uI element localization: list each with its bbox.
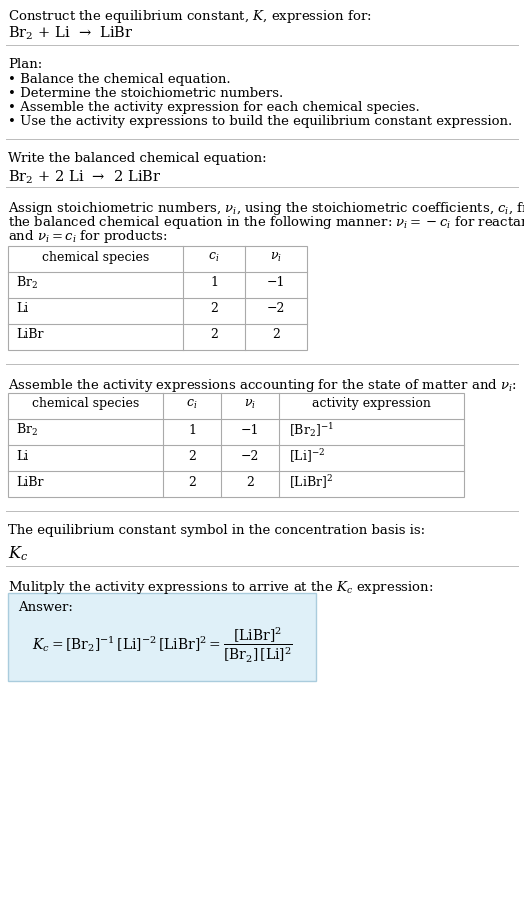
Text: Li: Li [16,450,28,462]
Text: −1: −1 [241,423,259,437]
Text: chemical species: chemical species [32,397,139,411]
Text: −2: −2 [241,450,259,462]
Text: • Assemble the activity expression for each chemical species.: • Assemble the activity expression for e… [8,101,420,114]
Text: 2: 2 [272,328,280,342]
Text: 2: 2 [210,302,218,316]
Text: Br$_2$: Br$_2$ [16,422,38,438]
Text: and $\nu_i = c_i$ for products:: and $\nu_i = c_i$ for products: [8,228,168,245]
Text: 2: 2 [246,476,254,488]
Text: [Br$_2$]$^{-1}$: [Br$_2$]$^{-1}$ [289,421,334,439]
Text: Br$_2$: Br$_2$ [16,275,38,291]
Text: • Determine the stoichiometric numbers.: • Determine the stoichiometric numbers. [8,87,283,100]
Text: 1: 1 [188,423,196,437]
Text: $c_i$: $c_i$ [187,397,198,411]
Text: 2: 2 [188,450,196,462]
Text: −2: −2 [267,302,285,316]
Text: $\nu_i$: $\nu_i$ [244,397,256,411]
Text: Answer:: Answer: [18,601,73,614]
Text: • Balance the chemical equation.: • Balance the chemical equation. [8,73,231,86]
Text: $K_c = [\mathrm{Br_2}]^{-1}\,[\mathrm{Li}]^{-2}\,[\mathrm{LiBr}]^{2} = \dfrac{[\: $K_c = [\mathrm{Br_2}]^{-1}\,[\mathrm{Li… [31,626,292,664]
Text: $\nu_i$: $\nu_i$ [270,251,282,263]
Text: Br$_2$ + 2 Li  →  2 LiBr: Br$_2$ + 2 Li → 2 LiBr [8,169,161,186]
Text: −1: −1 [267,277,285,289]
Text: [Li]$^{-2}$: [Li]$^{-2}$ [289,447,325,465]
Text: $K_c$: $K_c$ [8,544,28,563]
Text: $c_i$: $c_i$ [209,251,220,263]
Bar [8,246,307,350]
Text: Br$_2$ + Li  →  LiBr: Br$_2$ + Li → LiBr [8,25,134,42]
Text: Assemble the activity expressions accounting for the state of matter and $\nu_i$: Assemble the activity expressions accoun… [8,377,517,394]
Text: Write the balanced chemical equation:: Write the balanced chemical equation: [8,152,267,165]
Text: 1: 1 [210,277,218,289]
Text: [LiBr]$^{2}$: [LiBr]$^{2}$ [289,473,333,491]
Text: the balanced chemical equation in the following manner: $\nu_i = -c_i$ for react: the balanced chemical equation in the fo… [8,214,524,231]
Text: activity expression: activity expression [312,397,431,411]
Text: Mulitply the activity expressions to arrive at the $K_c$ expression:: Mulitply the activity expressions to arr… [8,579,433,596]
Text: • Use the activity expressions to build the equilibrium constant expression.: • Use the activity expressions to build … [8,115,512,128]
Text: LiBr: LiBr [16,328,43,342]
Text: Li: Li [16,302,28,316]
Text: 2: 2 [210,328,218,342]
Bar [8,393,464,497]
Text: Assign stoichiometric numbers, $\nu_i$, using the stoichiometric coefficients, $: Assign stoichiometric numbers, $\nu_i$, … [8,200,524,217]
Text: chemical species: chemical species [42,251,149,263]
Text: Plan:: Plan: [8,58,42,71]
Text: The equilibrium constant symbol in the concentration basis is:: The equilibrium constant symbol in the c… [8,524,425,537]
FancyBboxPatch shape [8,593,316,681]
Text: LiBr: LiBr [16,476,43,488]
Text: 2: 2 [188,476,196,488]
Text: Construct the equilibrium constant, $K$, expression for:: Construct the equilibrium constant, $K$,… [8,8,372,25]
